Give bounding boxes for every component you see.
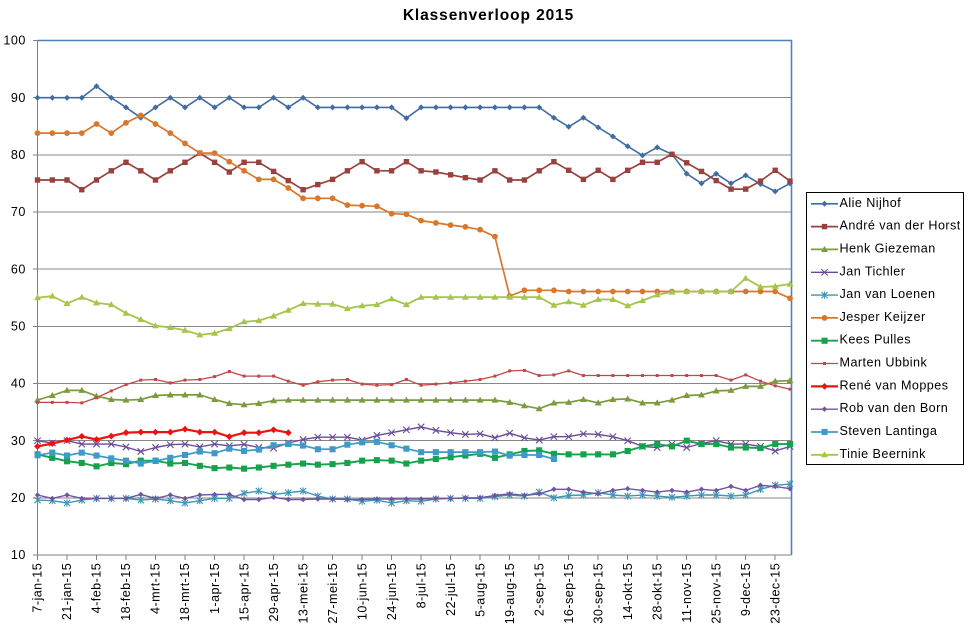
svg-text:23-dec-15: 23-dec-15 <box>768 563 782 624</box>
svg-text:19-aug-15: 19-aug-15 <box>503 563 517 624</box>
svg-text:18-mrt-15: 18-mrt-15 <box>178 563 192 622</box>
svg-text:Jesper Keijzer: Jesper Keijzer <box>840 310 926 324</box>
svg-text:Jan van Loenen: Jan van Loenen <box>840 287 936 301</box>
svg-text:11-nov-15: 11-nov-15 <box>680 563 694 623</box>
svg-text:60: 60 <box>11 262 26 276</box>
svg-text:Jan Tichler: Jan Tichler <box>840 264 906 278</box>
svg-text:9-dec-15: 9-dec-15 <box>739 563 753 616</box>
svg-text:14-okt-15: 14-okt-15 <box>621 563 635 620</box>
svg-text:15-apr-15: 15-apr-15 <box>237 563 251 622</box>
svg-text:5-aug-15: 5-aug-15 <box>473 563 487 617</box>
svg-text:2-sep-15: 2-sep-15 <box>532 563 546 616</box>
svg-text:Alie Nijhof: Alie Nijhof <box>840 196 902 210</box>
svg-text:Henk Giezeman: Henk Giezeman <box>840 241 936 255</box>
svg-text:29-apr-15: 29-apr-15 <box>267 563 281 622</box>
svg-text:Rob van den Born: Rob van den Born <box>840 401 949 415</box>
svg-text:Steven Lantinga: Steven Lantinga <box>840 424 938 438</box>
svg-text:Kees Pulles: Kees Pulles <box>840 333 911 347</box>
svg-text:70: 70 <box>11 205 26 219</box>
svg-text:25-nov-15: 25-nov-15 <box>709 563 723 624</box>
svg-text:Klassenverloop 2015: Klassenverloop 2015 <box>403 7 574 24</box>
svg-text:28-okt-15: 28-okt-15 <box>650 563 664 620</box>
svg-text:40: 40 <box>11 377 26 391</box>
svg-text:1-apr-15: 1-apr-15 <box>208 563 222 614</box>
svg-text:André van der Horst: André van der Horst <box>840 219 961 233</box>
svg-text:Tinie Beernink: Tinie Beernink <box>840 447 927 461</box>
svg-text:100: 100 <box>3 34 25 48</box>
svg-text:10-jun-15: 10-jun-15 <box>355 563 369 620</box>
svg-text:Marten Ubbink: Marten Ubbink <box>840 356 928 370</box>
svg-text:22-jul-15: 22-jul-15 <box>444 563 458 616</box>
svg-text:30: 30 <box>11 434 26 448</box>
svg-text:13-mei-15: 13-mei-15 <box>296 563 310 624</box>
svg-text:4-feb-15: 4-feb-15 <box>90 563 104 614</box>
svg-text:7-jan-15: 7-jan-15 <box>31 563 45 613</box>
svg-text:24-jun-15: 24-jun-15 <box>385 563 399 620</box>
svg-text:16-sep-15: 16-sep-15 <box>562 563 576 624</box>
svg-text:18-feb-15: 18-feb-15 <box>119 563 133 621</box>
svg-text:50: 50 <box>11 320 26 334</box>
svg-text:80: 80 <box>11 148 26 162</box>
svg-text:4-mrt-15: 4-mrt-15 <box>149 563 163 614</box>
svg-text:27-mei-15: 27-mei-15 <box>326 563 340 624</box>
svg-text:21-jan-15: 21-jan-15 <box>60 563 74 620</box>
svg-text:90: 90 <box>11 91 26 105</box>
svg-text:René van Moppes: René van Moppes <box>840 378 949 392</box>
svg-text:10: 10 <box>11 548 26 562</box>
svg-text:20: 20 <box>11 491 26 505</box>
svg-text:8-jul-15: 8-jul-15 <box>414 563 428 609</box>
svg-text:30-sep-15: 30-sep-15 <box>591 563 605 624</box>
